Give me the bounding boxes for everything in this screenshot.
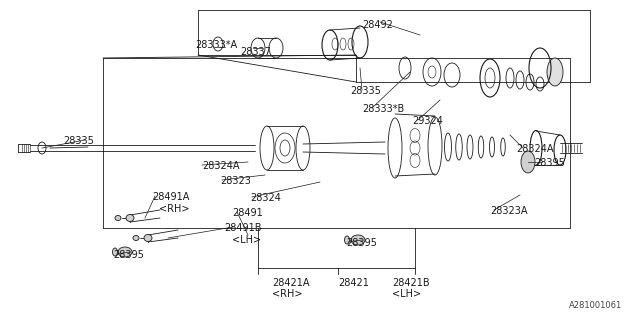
Text: 28324A: 28324A xyxy=(202,161,239,171)
Ellipse shape xyxy=(521,151,535,173)
Ellipse shape xyxy=(133,236,139,241)
Text: 28491A: 28491A xyxy=(152,192,189,202)
Text: 28421: 28421 xyxy=(338,278,369,288)
Text: <LH>: <LH> xyxy=(392,289,421,299)
Ellipse shape xyxy=(113,248,118,256)
Text: 28323: 28323 xyxy=(220,176,251,186)
Text: 28335: 28335 xyxy=(350,86,381,96)
Text: 28421B: 28421B xyxy=(392,278,429,288)
Ellipse shape xyxy=(126,214,134,221)
Text: 28395: 28395 xyxy=(113,250,144,260)
Text: 28324A: 28324A xyxy=(516,144,554,154)
Text: 28337: 28337 xyxy=(240,47,271,57)
Ellipse shape xyxy=(115,215,121,220)
Text: 28333*B: 28333*B xyxy=(362,104,404,114)
Text: 28491B: 28491B xyxy=(224,223,262,233)
Text: 28421A: 28421A xyxy=(272,278,310,288)
Text: 28395: 28395 xyxy=(534,158,565,168)
Ellipse shape xyxy=(547,58,563,86)
Text: 29324: 29324 xyxy=(412,116,443,126)
Text: <RH>: <RH> xyxy=(159,204,189,214)
Text: 28492: 28492 xyxy=(362,20,393,30)
Text: 28323A: 28323A xyxy=(490,206,527,216)
Text: 28324: 28324 xyxy=(250,193,281,203)
Text: 28335: 28335 xyxy=(63,136,94,146)
Text: 28395: 28395 xyxy=(346,238,377,248)
Text: A281001061: A281001061 xyxy=(569,301,622,310)
Text: 28333*A: 28333*A xyxy=(195,40,237,50)
Ellipse shape xyxy=(144,235,152,242)
Ellipse shape xyxy=(344,236,349,244)
Ellipse shape xyxy=(118,247,132,257)
Text: 28491: 28491 xyxy=(232,208,263,218)
Text: <LH>: <LH> xyxy=(232,235,261,245)
Text: <RH>: <RH> xyxy=(272,289,303,299)
Ellipse shape xyxy=(351,235,365,245)
